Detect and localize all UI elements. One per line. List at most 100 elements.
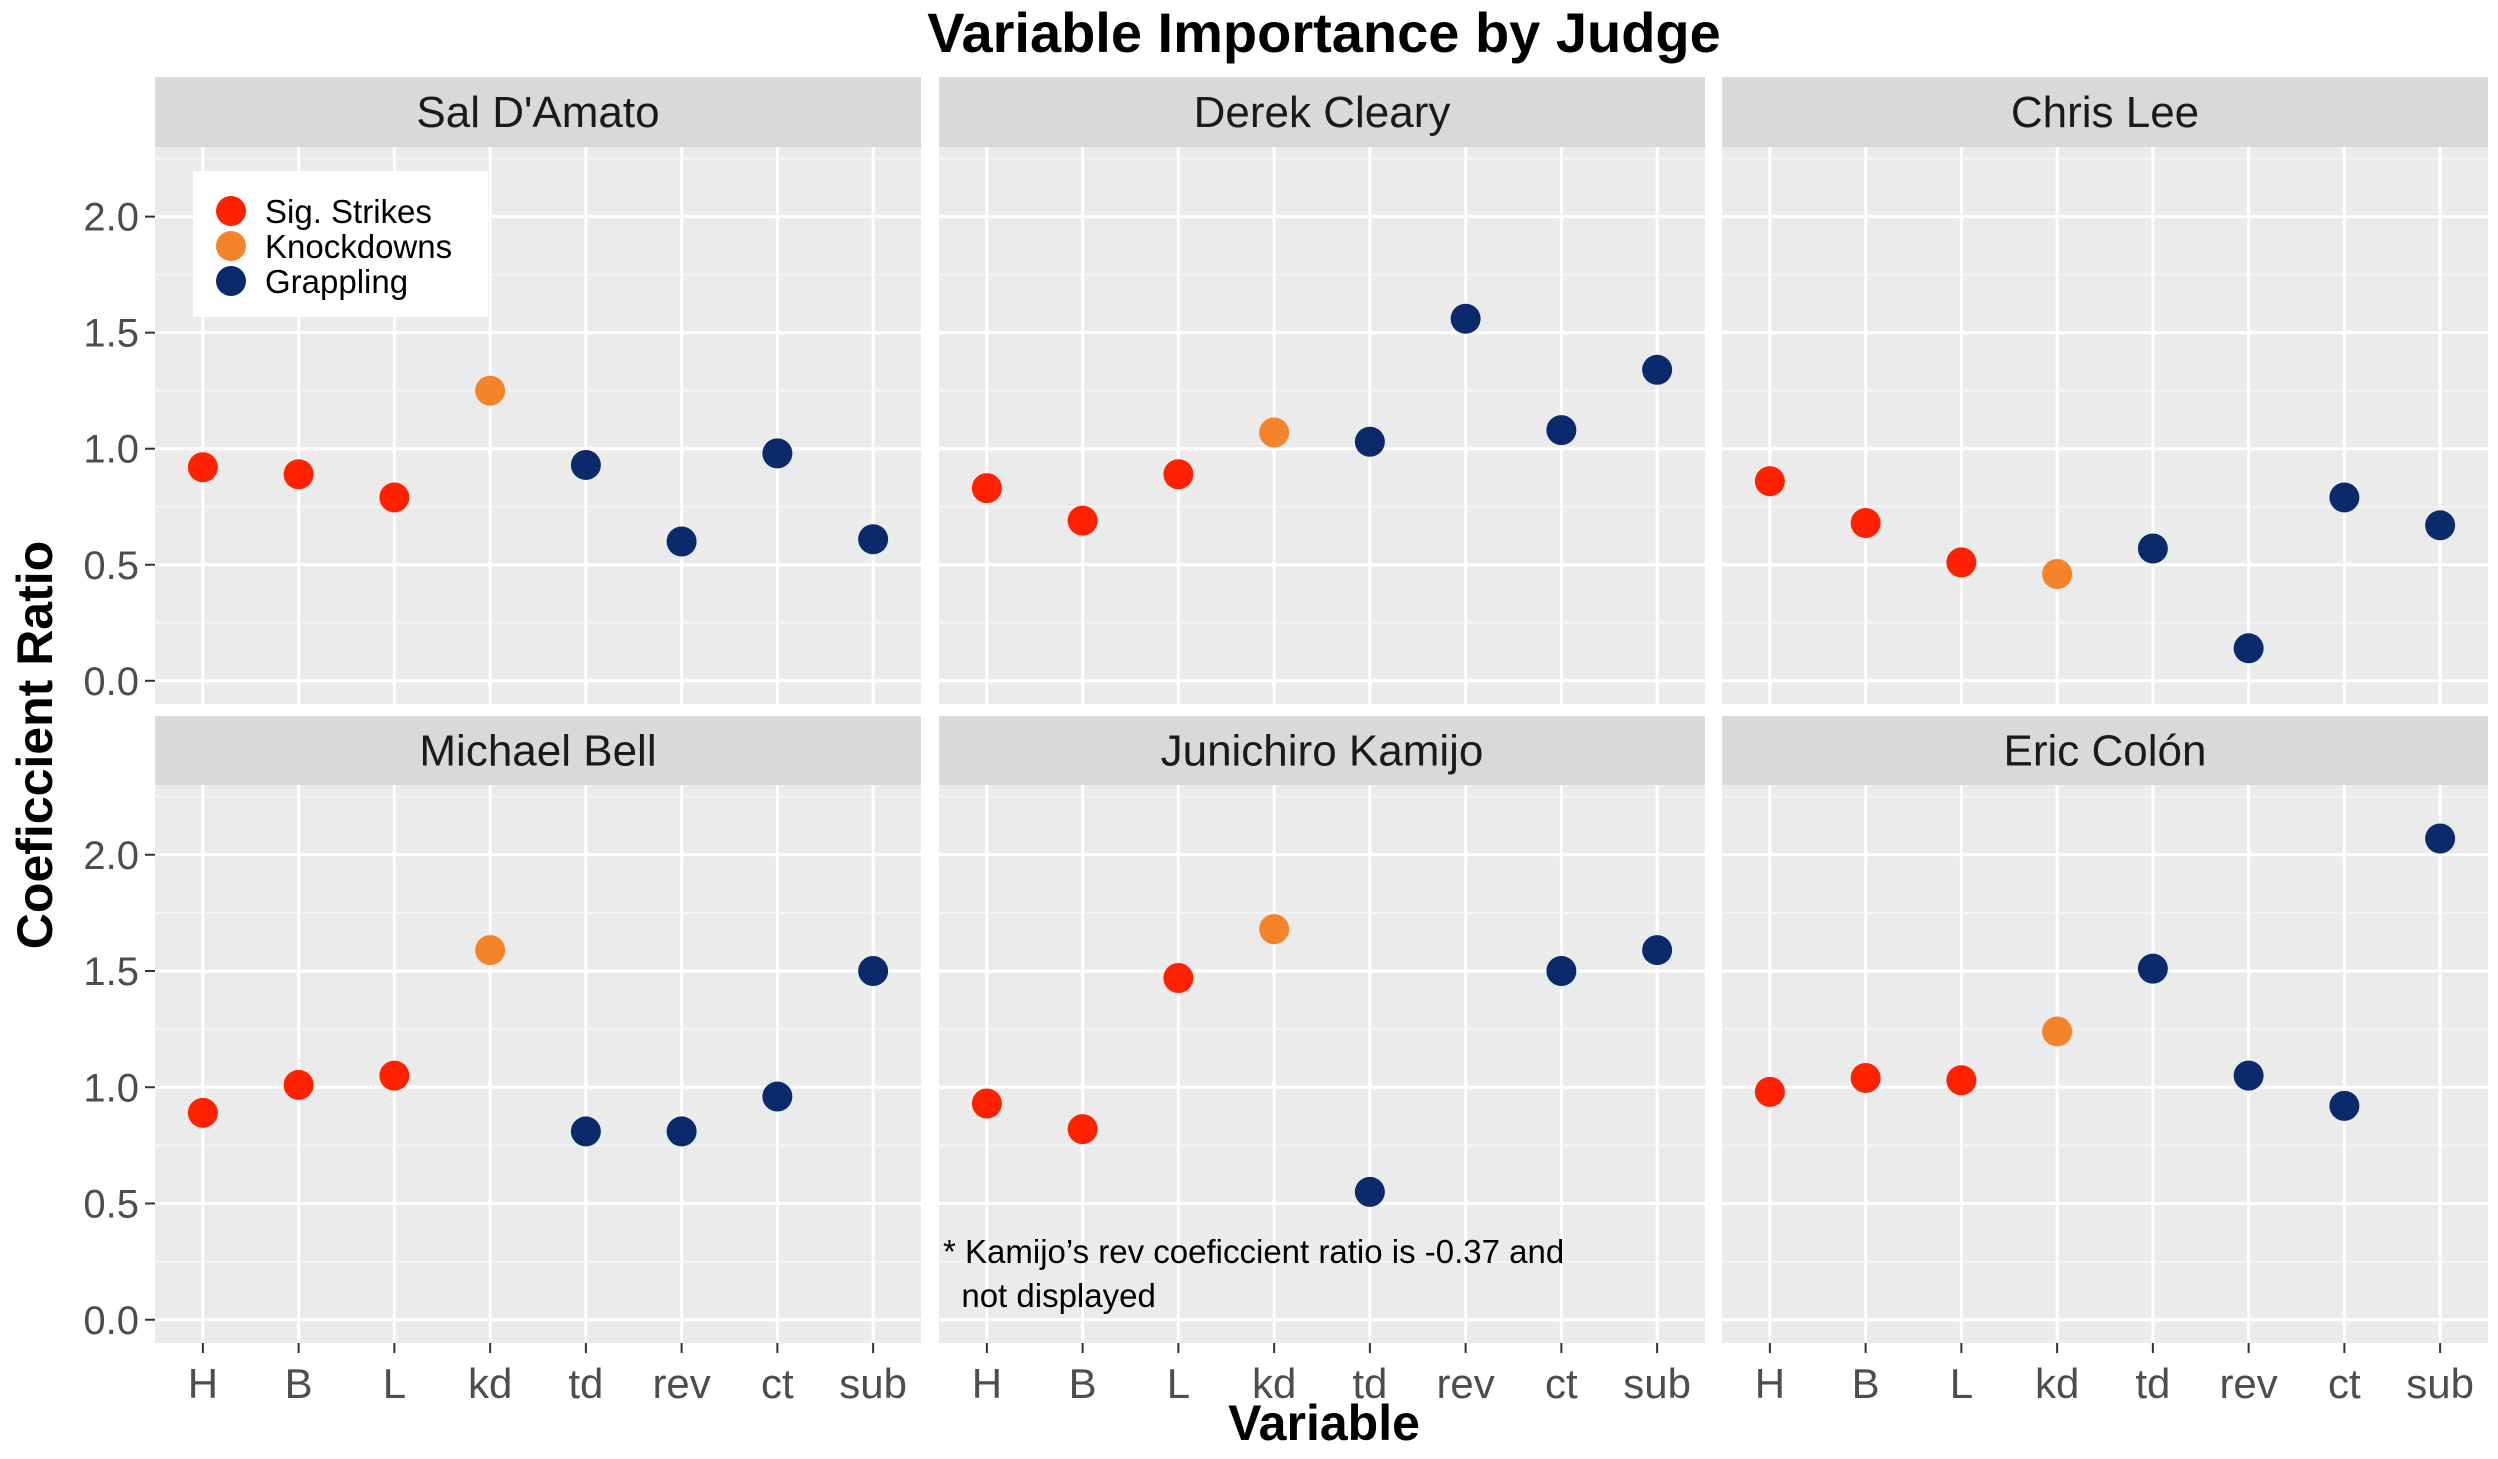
x-tick-label: td xyxy=(1352,1360,1387,1407)
x-tick-label: B xyxy=(1852,1360,1880,1407)
y-tick-label: 0.0 xyxy=(83,660,139,704)
data-point xyxy=(475,375,506,406)
y-tick-label: 0.5 xyxy=(83,1183,139,1227)
facet-strip xyxy=(939,716,1705,785)
x-tick-label: ct xyxy=(761,1360,794,1407)
x-tick-label: td xyxy=(2135,1360,2170,1407)
data-point xyxy=(1354,426,1385,457)
data-point xyxy=(666,526,697,557)
x-tick-label: kd xyxy=(2035,1360,2079,1407)
y-tick-label: 1.0 xyxy=(83,428,139,472)
y-tick-label: 1.0 xyxy=(83,1066,139,1110)
facet-strip xyxy=(939,77,1705,147)
facet-panel: Sal D'Amato 0.0 0.5 1.0 1.5 2.0 Sig. StrikesKn… xyxy=(83,77,921,704)
data-point xyxy=(2425,823,2456,854)
data-point xyxy=(1067,1114,1098,1145)
y-tick-label: 2.0 xyxy=(83,196,139,240)
data-point xyxy=(283,459,314,490)
y-axis-label: Coeficcient Ratio xyxy=(7,541,63,949)
y-tick-label: 1.5 xyxy=(83,312,139,356)
x-axis-label: Variable xyxy=(1228,1395,1420,1451)
x-tick-label: H xyxy=(188,1360,218,1407)
facet-strip xyxy=(155,77,921,147)
data-point xyxy=(1450,303,1481,334)
data-point xyxy=(666,1116,697,1147)
chart-title: Variable Importance by Judge xyxy=(927,1,1721,64)
data-point xyxy=(379,1060,410,1091)
x-tick-label: L xyxy=(1167,1360,1190,1407)
data-point xyxy=(1946,1065,1977,1096)
data-point xyxy=(475,935,506,966)
x-tick-label: H xyxy=(1755,1360,1785,1407)
x-tick-label: rev xyxy=(652,1360,710,1407)
facet-strip xyxy=(1722,716,2488,785)
data-point xyxy=(379,482,410,513)
x-tick-label: ct xyxy=(1545,1360,1578,1407)
x-tick-label: sub xyxy=(1623,1360,1691,1407)
facet-strip-label: Sal D'Amato xyxy=(416,88,659,137)
facet-strip-label: Junichiro Kamijo xyxy=(1161,727,1484,776)
x-tick-label: L xyxy=(1950,1360,1973,1407)
panel-background xyxy=(1722,147,2488,704)
legend-key xyxy=(216,231,246,261)
x-tick-label: sub xyxy=(2406,1360,2474,1407)
data-point xyxy=(762,1081,793,1112)
data-point xyxy=(570,449,601,480)
data-point xyxy=(858,524,889,555)
annotation-text: not displayed xyxy=(943,1277,1156,1314)
x-tick-label: sub xyxy=(839,1360,907,1407)
facet-strip-label: Chris Lee xyxy=(2011,88,2199,137)
y-tick-label: 2.0 xyxy=(83,834,139,878)
legend-key xyxy=(216,266,246,296)
data-point xyxy=(2042,1016,2073,1047)
data-point xyxy=(1642,935,1673,966)
facet-strip-label: Michael Bell xyxy=(419,727,656,776)
data-point xyxy=(971,473,1002,504)
data-point xyxy=(2042,559,2073,590)
data-point xyxy=(1850,1062,1881,1093)
y-tick-label: 0.5 xyxy=(83,544,139,588)
data-point xyxy=(1163,962,1194,993)
legend-label: Sig. Strikes xyxy=(265,193,432,230)
data-point xyxy=(2233,1060,2264,1091)
data-point xyxy=(1754,466,1785,497)
data-point xyxy=(2329,1090,2360,1121)
x-tick-label: rev xyxy=(1436,1360,1494,1407)
y-tick-label: 0.0 xyxy=(83,1299,139,1343)
x-tick-label: ct xyxy=(2328,1360,2361,1407)
x-tick-label: B xyxy=(1069,1360,1097,1407)
x-tick-label: B xyxy=(285,1360,313,1407)
data-point xyxy=(1642,354,1673,385)
data-point xyxy=(2233,633,2264,664)
x-tick-label: rev xyxy=(2219,1360,2277,1407)
x-tick-label: L xyxy=(383,1360,406,1407)
data-point xyxy=(283,1069,314,1100)
facet-panel: Derek Cleary xyxy=(939,77,1705,704)
data-point xyxy=(187,452,218,483)
facet-panel: Chris Lee xyxy=(1722,77,2488,704)
data-point xyxy=(187,1097,218,1128)
data-point xyxy=(570,1116,601,1147)
data-point xyxy=(1546,956,1577,986)
legend-label: Grappling xyxy=(265,263,408,300)
data-point xyxy=(1850,507,1881,538)
data-point xyxy=(1163,459,1194,490)
x-tick-label: td xyxy=(568,1360,603,1407)
x-tick-label: kd xyxy=(1252,1360,1296,1407)
data-point xyxy=(762,438,793,469)
data-point xyxy=(1354,1176,1385,1207)
panel-background xyxy=(155,785,921,1343)
y-tick-label: 1.5 xyxy=(83,950,139,994)
facet-strip-label: Eric Colón xyxy=(2004,727,2207,776)
data-point xyxy=(971,1088,1002,1119)
data-point xyxy=(1546,415,1577,446)
facet-strip-label: Derek Cleary xyxy=(1194,88,1451,137)
data-point xyxy=(2137,953,2168,984)
facet-strip xyxy=(155,716,921,785)
x-tick-label: kd xyxy=(468,1360,512,1407)
panel-background xyxy=(939,785,1705,1343)
data-point xyxy=(1259,417,1290,448)
